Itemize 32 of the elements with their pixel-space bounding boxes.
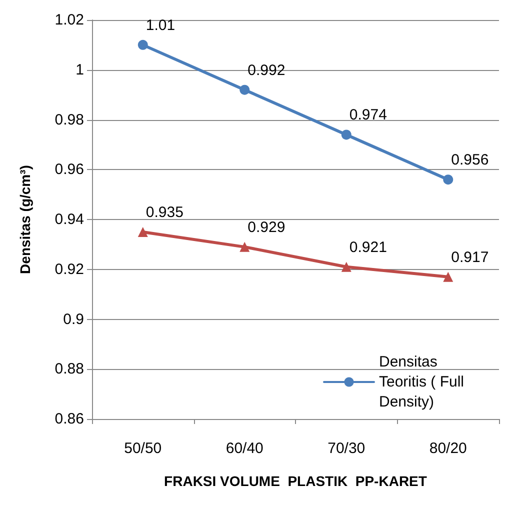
data-label: 0.935 — [146, 204, 184, 221]
x-tick-label: 60/40 — [226, 440, 264, 457]
data-label: 0.929 — [248, 218, 286, 236]
point — [138, 226, 148, 237]
y-tick-label: 0.86 — [54, 410, 84, 428]
data-label: 0.974 — [349, 106, 387, 124]
y-tick-label: 0.88 — [54, 360, 84, 378]
data-label: 0.917 — [451, 248, 489, 266]
y-axis-title: Densitas (g/cm³) — [17, 165, 33, 274]
point — [240, 84, 250, 95]
point — [341, 130, 352, 140]
y-tick-label: 1 — [76, 61, 84, 78]
y-tick-label: 0.94 — [54, 211, 84, 228]
y-tick-label: 1.02 — [54, 12, 84, 28]
point — [240, 242, 250, 252]
x-tick-label: 70/30 — [328, 440, 366, 457]
point — [443, 272, 454, 282]
point — [138, 40, 148, 50]
x-tick-label: 80/20 — [429, 440, 467, 457]
data-label: 0.992 — [248, 62, 286, 79]
y-tick-label: 0.92 — [54, 260, 84, 278]
legend-label: Densitas Teoritis ( Full Density) — [379, 354, 468, 410]
data-label: 1.01 — [146, 16, 176, 34]
y-tick-label: 0.98 — [54, 111, 84, 128]
x-tick-label: 50/50 — [124, 440, 162, 457]
y-tick-label: 0.96 — [54, 161, 84, 178]
data-label: 0.956 — [451, 152, 489, 169]
data-label: 0.921 — [349, 238, 387, 256]
point — [341, 262, 352, 272]
x-axis-title: FRAKSI VOLUME PLASTIK PP-KARET — [164, 473, 428, 489]
point — [443, 174, 454, 185]
y-tick-label: 0.9 — [63, 310, 84, 328]
